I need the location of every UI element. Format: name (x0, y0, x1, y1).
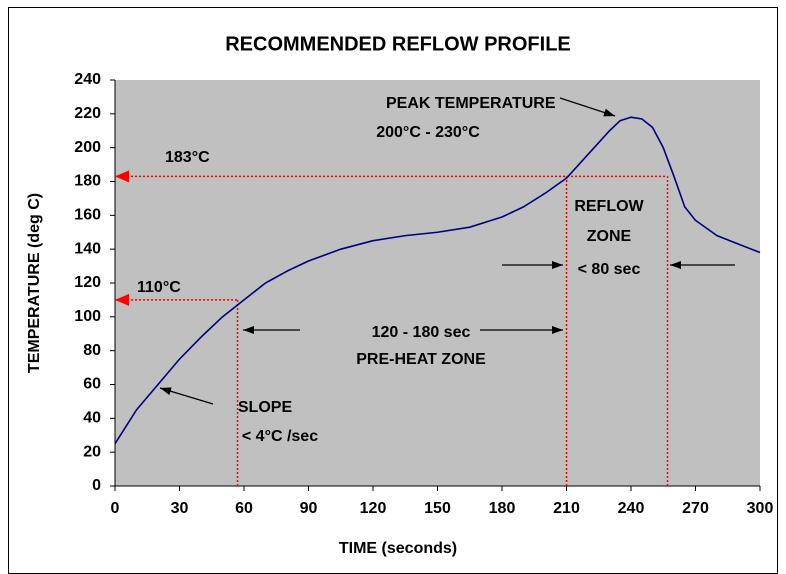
annotation-arrowhead (243, 326, 254, 334)
reference-label: 183°C (165, 149, 210, 166)
x-tick-label: 60 (235, 500, 253, 517)
annotation-arrowhead (160, 387, 172, 396)
annotation-arrowhead (552, 261, 563, 269)
x-tick-label: 0 (111, 500, 120, 517)
x-tick-label: 150 (424, 500, 451, 517)
y-tick-label: 20 (83, 443, 101, 460)
y-tick-label: 180 (74, 173, 101, 190)
x-tick-label: 180 (489, 500, 516, 517)
y-tick-label: 80 (83, 342, 101, 359)
reference-arrow (115, 293, 129, 306)
chart-title: RECOMMENDED REFLOW PROFILE (225, 33, 571, 55)
annotation: 200°C - 230°C (376, 124, 480, 141)
y-tick-label: 160 (74, 207, 101, 224)
x-tick-label: 240 (618, 500, 645, 517)
annotation: REFLOW (574, 198, 644, 215)
y-tick-label: 200 (74, 139, 101, 156)
x-tick-label: 30 (171, 500, 189, 517)
annotation-arrowhead (552, 326, 563, 334)
x-tick-label: 120 (360, 500, 387, 517)
y-tick-label: 60 (83, 376, 101, 393)
x-tick-label: 90 (300, 500, 318, 517)
y-tick-label: 240 (74, 71, 101, 88)
annotation: < 80 sec (578, 261, 641, 278)
annotation: < 4°C /sec (242, 428, 318, 445)
y-axis-label: TEMPERATURE (deg C) (26, 193, 43, 373)
y-tick-label: 40 (83, 410, 101, 427)
y-tick-label: 120 (74, 274, 101, 291)
data-line (114, 116, 761, 445)
reference-label: 110°C (137, 279, 181, 296)
annotation: SLOPE (238, 399, 293, 416)
x-tick-label: 300 (747, 500, 774, 517)
plot-layer: 0 20 40 60 80 100 120 140 160 180 200 220 240 0 30 60 90… (74, 71, 773, 517)
y-tick-label: 140 (74, 240, 101, 257)
reference-arrow (115, 170, 129, 183)
annotation-arrowhead (670, 261, 681, 269)
x-tick-label: 270 (682, 500, 709, 517)
annotation: PEAK TEMPERATURE (386, 95, 556, 112)
y-tick-label: 100 (74, 308, 101, 325)
y-tick-label: 220 (74, 105, 101, 122)
annotation: 120 - 180 sec (372, 324, 471, 341)
plot-area (115, 80, 760, 486)
annotation: ZONE (587, 228, 632, 245)
y-tick-label: 0 (92, 477, 101, 494)
x-tick-label: 210 (553, 500, 580, 517)
annotation-arrowhead (603, 108, 615, 117)
annotation: PRE-HEAT ZONE (356, 351, 486, 368)
x-axis-label: TIME (seconds) (339, 540, 457, 557)
